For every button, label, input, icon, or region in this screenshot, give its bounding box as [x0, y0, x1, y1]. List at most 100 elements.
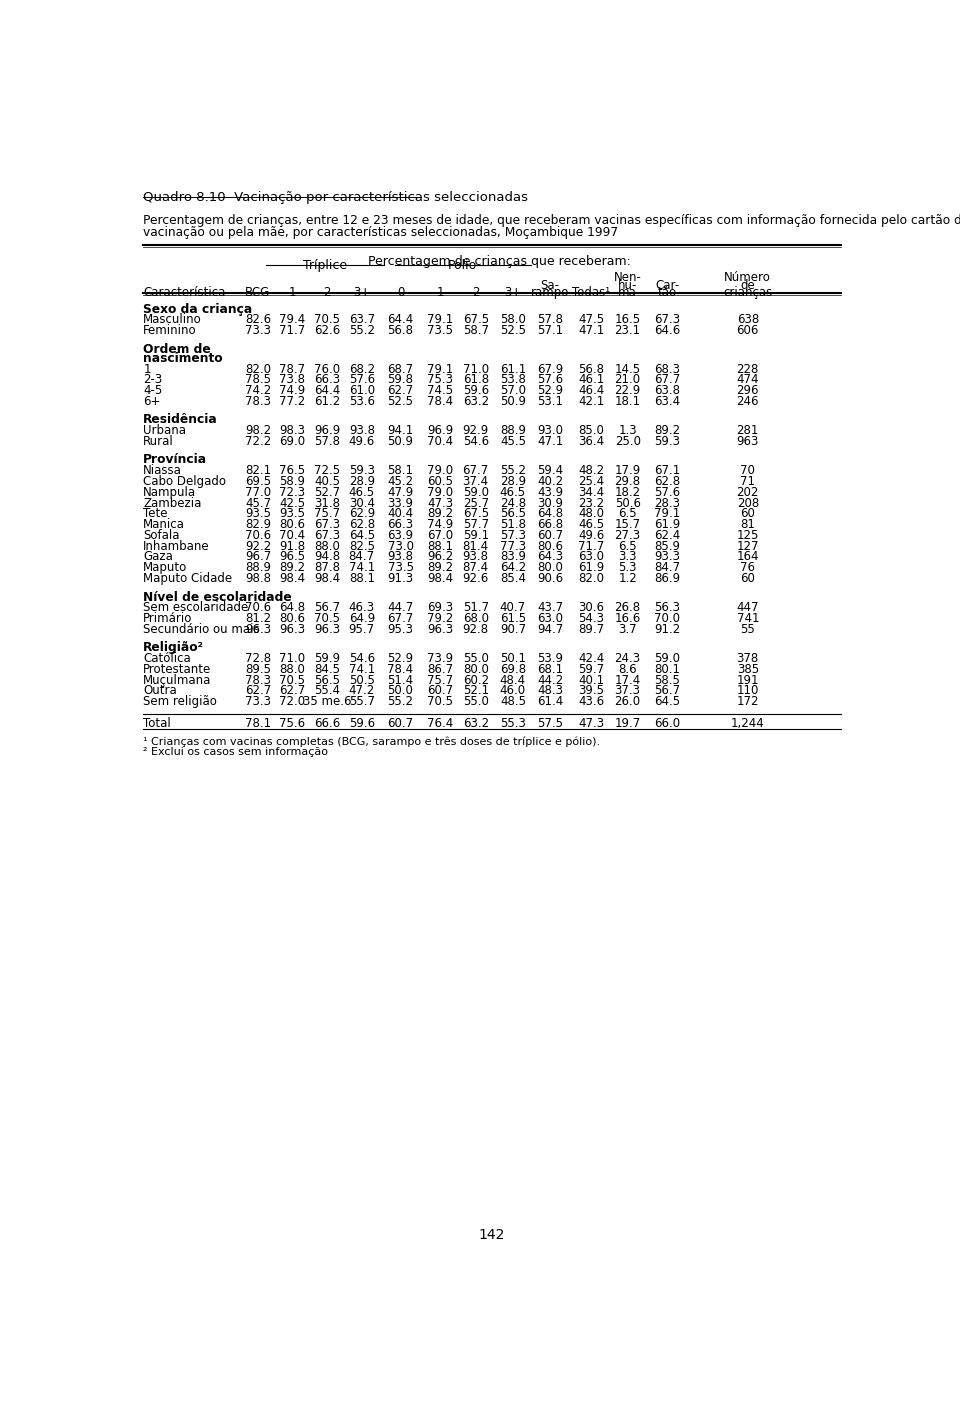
Text: Todas¹: Todas¹ [572, 286, 611, 299]
Text: 58.5: 58.5 [654, 673, 680, 687]
Text: 57.6: 57.6 [654, 485, 681, 499]
Text: 35 me.6: 35 me.6 [302, 696, 351, 708]
Text: 44.7: 44.7 [388, 601, 414, 614]
Text: Tete: Tete [143, 508, 168, 521]
Text: Sem religião: Sem religião [143, 696, 217, 708]
Text: 74.1: 74.1 [348, 562, 375, 574]
Text: 638: 638 [736, 313, 758, 326]
Text: Ordem de: Ordem de [143, 343, 211, 356]
Text: 963: 963 [736, 435, 759, 447]
Text: 70.4: 70.4 [279, 529, 305, 542]
Text: 46.5: 46.5 [500, 485, 526, 499]
Text: Número: Número [724, 271, 771, 284]
Text: 24.3: 24.3 [614, 652, 640, 665]
Text: 26.8: 26.8 [614, 601, 640, 614]
Text: 71.7: 71.7 [578, 539, 605, 553]
Text: 79.0: 79.0 [427, 485, 453, 499]
Text: Secundário ou mais: Secundário ou mais [143, 622, 260, 636]
Text: 64.9: 64.9 [348, 612, 375, 625]
Text: Feminino: Feminino [143, 325, 197, 337]
Text: 2: 2 [324, 286, 330, 299]
Text: 72.5: 72.5 [314, 464, 340, 477]
Text: 296: 296 [736, 384, 759, 396]
Text: 4-5: 4-5 [143, 384, 162, 396]
Text: 74.9: 74.9 [279, 384, 305, 396]
Text: 57.1: 57.1 [537, 325, 564, 337]
Text: 66.3: 66.3 [388, 518, 414, 531]
Text: 26.0: 26.0 [614, 696, 640, 708]
Text: 64.3: 64.3 [537, 550, 564, 563]
Text: 92.2: 92.2 [245, 539, 271, 553]
Text: 59.4: 59.4 [537, 464, 564, 477]
Text: 85.9: 85.9 [654, 539, 680, 553]
Text: 75.6: 75.6 [279, 717, 305, 729]
Text: 94.1: 94.1 [388, 425, 414, 437]
Text: 93.8: 93.8 [388, 550, 414, 563]
Text: Religião²: Religião² [143, 642, 204, 655]
Text: 93.0: 93.0 [538, 425, 564, 437]
Text: Característica: Característica [143, 286, 226, 299]
Text: 73.9: 73.9 [427, 652, 453, 665]
Text: 246: 246 [736, 395, 759, 408]
Text: 281: 281 [736, 425, 759, 437]
Text: 1.3: 1.3 [618, 425, 636, 437]
Text: 2-3: 2-3 [143, 374, 162, 387]
Text: 96.2: 96.2 [427, 550, 453, 563]
Text: 64.4: 64.4 [388, 313, 414, 326]
Text: Sofala: Sofala [143, 529, 180, 542]
Text: 62.8: 62.8 [654, 476, 681, 488]
Text: 25.0: 25.0 [614, 435, 640, 447]
Text: 58.9: 58.9 [279, 476, 305, 488]
Text: 172: 172 [736, 696, 759, 708]
Text: 3.3: 3.3 [618, 550, 636, 563]
Text: 16.6: 16.6 [614, 612, 640, 625]
Text: 30.4: 30.4 [348, 497, 374, 509]
Text: 75.7: 75.7 [314, 508, 340, 521]
Text: 61.1: 61.1 [500, 363, 526, 375]
Text: 59.9: 59.9 [314, 652, 340, 665]
Text: 28.9: 28.9 [348, 476, 374, 488]
Text: 50.0: 50.0 [388, 684, 414, 697]
Text: Zambezia: Zambezia [143, 497, 202, 509]
Text: 67.7: 67.7 [463, 464, 489, 477]
Text: 23.1: 23.1 [614, 325, 640, 337]
Text: 91.8: 91.8 [279, 539, 305, 553]
Text: 69.8: 69.8 [500, 663, 526, 676]
Text: 40.1: 40.1 [578, 673, 604, 687]
Text: 17.9: 17.9 [614, 464, 640, 477]
Text: 67.3: 67.3 [654, 313, 681, 326]
Text: 25.4: 25.4 [578, 476, 604, 488]
Text: 57.6: 57.6 [348, 374, 374, 387]
Text: 50.9: 50.9 [388, 435, 414, 447]
Text: 60.7: 60.7 [388, 717, 414, 729]
Text: 53.8: 53.8 [500, 374, 526, 387]
Text: 37.4: 37.4 [463, 476, 489, 488]
Text: 3+: 3+ [353, 286, 371, 299]
Text: 70.5: 70.5 [279, 673, 305, 687]
Text: 54.3: 54.3 [578, 612, 604, 625]
Text: 79.1: 79.1 [427, 363, 453, 375]
Text: 110: 110 [736, 684, 759, 697]
Text: 88.0: 88.0 [279, 663, 305, 676]
Text: Urbana: Urbana [143, 425, 186, 437]
Text: 63.4: 63.4 [654, 395, 681, 408]
Text: 606: 606 [736, 325, 759, 337]
Text: 88.0: 88.0 [314, 539, 340, 553]
Text: 68.0: 68.0 [463, 612, 489, 625]
Text: 57.8: 57.8 [314, 435, 340, 447]
Text: 40.5: 40.5 [314, 476, 340, 488]
Text: 46.0: 46.0 [500, 684, 526, 697]
Text: 57.5: 57.5 [538, 717, 564, 729]
Text: 45.7: 45.7 [245, 497, 271, 509]
Text: 91.3: 91.3 [388, 571, 414, 586]
Text: 447: 447 [736, 601, 759, 614]
Text: 53.6: 53.6 [348, 395, 374, 408]
Text: 58.7: 58.7 [463, 325, 489, 337]
Text: 56.3: 56.3 [654, 601, 680, 614]
Text: 70.5: 70.5 [314, 313, 340, 326]
Text: Percentagem de crianças, entre 12 e 23 meses de idade, que receberam vacinas esp: Percentagem de crianças, entre 12 e 23 m… [143, 214, 960, 227]
Text: 48.5: 48.5 [500, 696, 526, 708]
Text: 70.6: 70.6 [245, 601, 271, 614]
Text: Sa-: Sa- [540, 278, 560, 292]
Text: 82.0: 82.0 [245, 363, 271, 375]
